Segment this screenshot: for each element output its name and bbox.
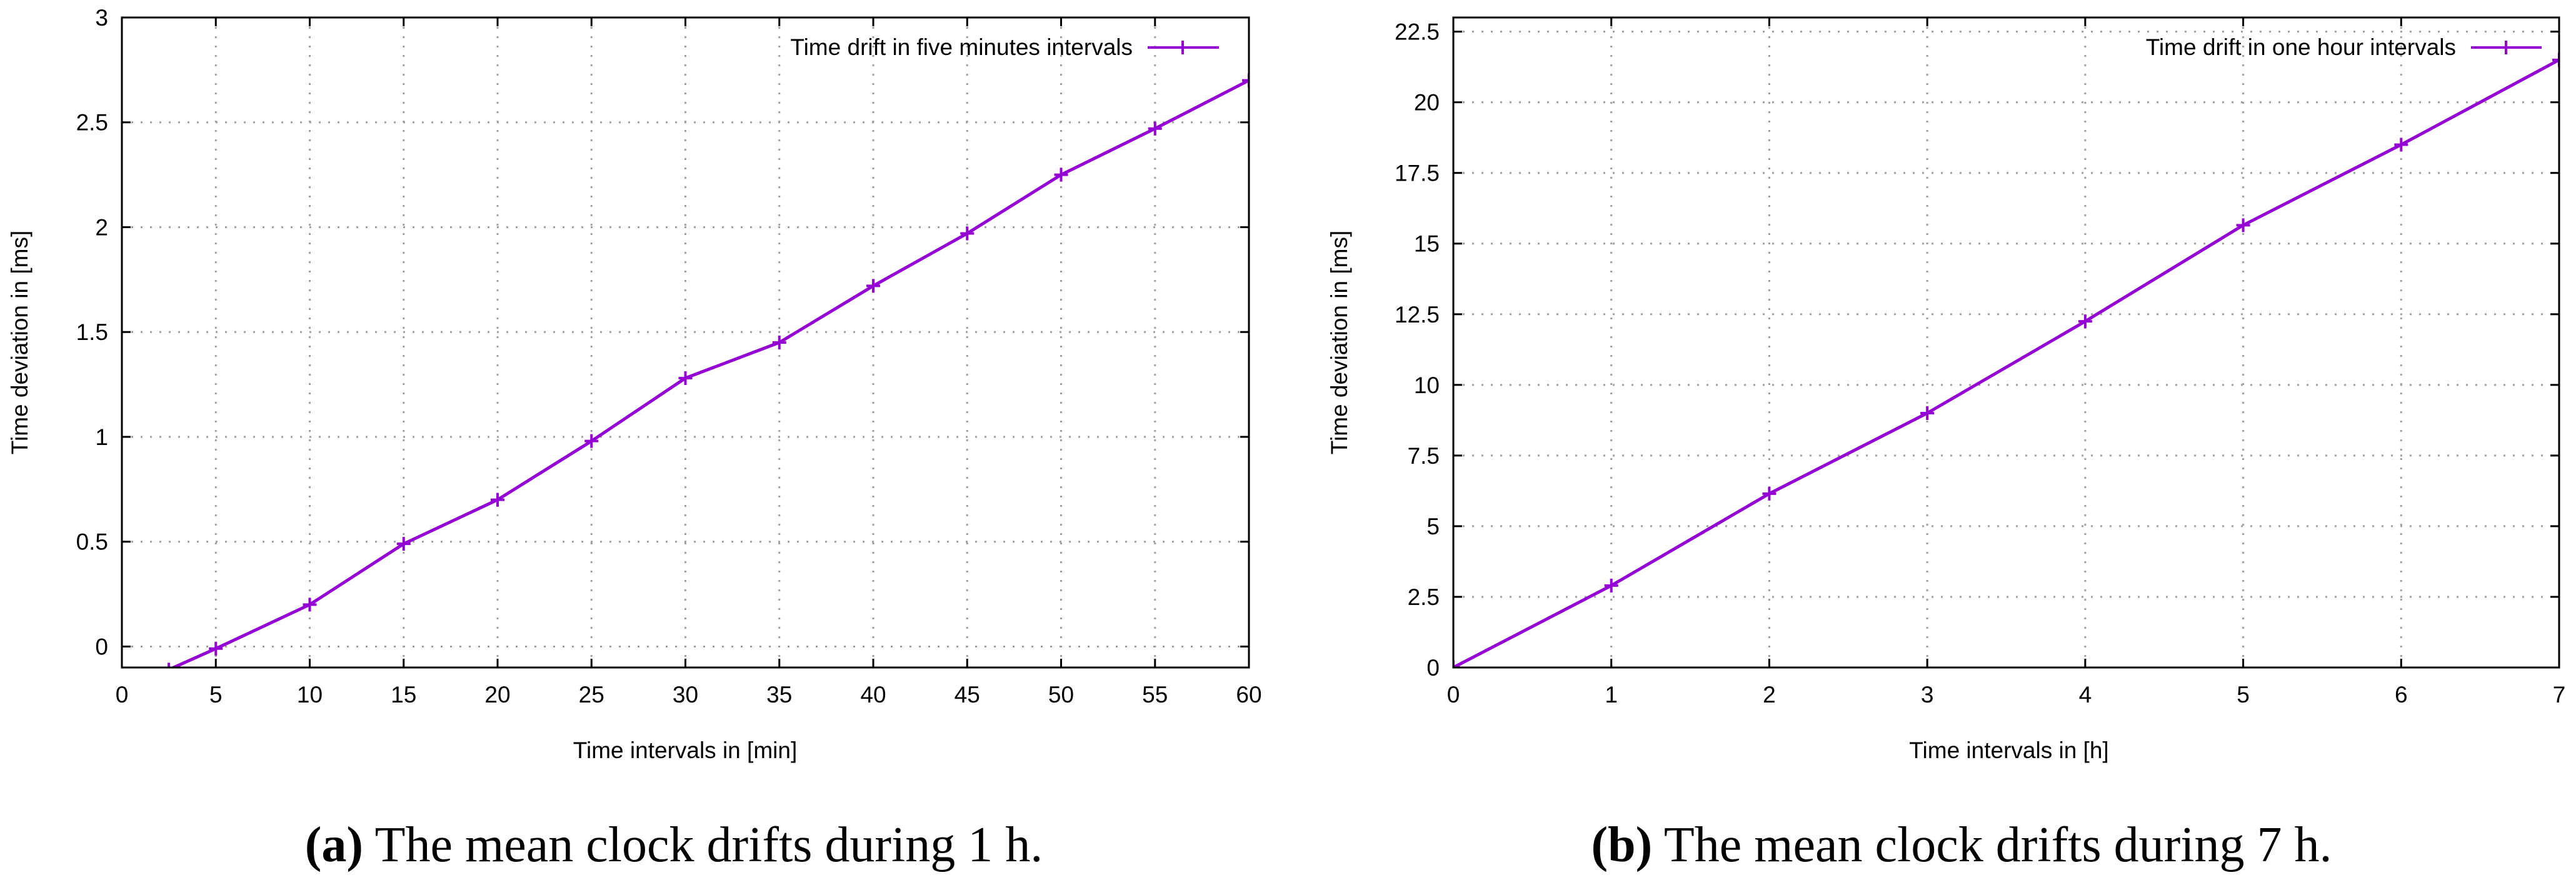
chart-a-caption: (a) The mean clock drifts during 1 h. — [305, 818, 1043, 872]
chart-a-x-tick-label: 30 — [673, 682, 698, 708]
chart-b-data-point — [2552, 52, 2559, 67]
chart-a-series — [168, 73, 1249, 668]
chart-a-x-tick-label: 45 — [955, 682, 980, 708]
chart-b-plot-frame — [1452, 16, 2560, 669]
chart-a-data-point — [584, 434, 599, 448]
chart-a: 0 5 10 15 20 25 30 35 40 45 50 55 60 0 0.5 1 1.5 2 2.5 3 Ti… — [7, 5, 1262, 872]
chart-a-data-point — [866, 279, 880, 293]
chart-b-xlabel: Time intervals in [h] — [1909, 738, 2108, 763]
chart-a-data-point — [772, 336, 786, 349]
chart-a-data-point — [678, 371, 693, 386]
chart-a-caption-text: The mean clock drifts during 1 h. — [363, 818, 1043, 872]
chart-b-legend-marker — [2499, 41, 2513, 54]
chart-a-ylabel: Time deviation in [ms] — [7, 231, 33, 454]
chart-b-data-point — [2394, 138, 2408, 152]
chart-a-x-tick-label: 20 — [484, 682, 510, 708]
chart-a-legend-label: Time drift in five minutes intervals — [790, 34, 1133, 60]
chart-b-data-point — [1920, 406, 1935, 421]
chart-b-y-tick-label: 7.5 — [1408, 443, 1440, 469]
chart-b-y-tick-label: 12.5 — [1395, 302, 1440, 328]
chart-b-data-point — [1762, 486, 1777, 501]
chart-a-y-tick-label: 2 — [95, 214, 108, 240]
chart-b-y-tick-label: 20 — [1414, 90, 1440, 116]
chart-a-y-tick-label: 0.5 — [76, 529, 108, 555]
chart-b-data-point — [2236, 218, 2250, 232]
chart-b-ticks: 0 1 2 3 4 5 6 7 0 2.5 5 7.5 10 12.5 15 17.5 20 22.5 — [1395, 18, 2565, 708]
chart-b-data — [1453, 52, 2559, 668]
chart-a-legend-marker — [1176, 41, 1190, 54]
chart-a-x-tick-label: 40 — [860, 682, 886, 708]
chart-b-ylabel: Time deviation in [ms] — [1326, 231, 1352, 454]
chart-a-plot-frame — [121, 16, 1250, 669]
chart-a-y-tick-label: 2.5 — [76, 110, 108, 136]
chart-b-caption: (b) The mean clock drifts during 7 h. — [1591, 818, 2332, 872]
chart-a-y-tick-label: 3 — [95, 5, 108, 31]
chart-b-series-line — [1453, 58, 2559, 668]
chart-a-data-point — [209, 641, 223, 656]
chart-a-data-point — [303, 598, 317, 612]
chart-b-grid — [1452, 18, 2560, 669]
chart-b-y-tick-label: 10 — [1414, 372, 1440, 398]
chart-a-x-tick-label: 60 — [1236, 682, 1261, 708]
chart-a-y-tick-label: 1 — [95, 424, 108, 450]
chart-a-x-tick-label: 25 — [579, 682, 604, 708]
chart-b: 0 1 2 3 4 5 6 7 0 2.5 5 7.5 10 12.5 15 17.5 20 22.5 Time … — [1326, 16, 2565, 872]
chart-a-y-tick-label: 1.5 — [76, 319, 108, 345]
chart-b-x-tick-label: 4 — [2079, 682, 2092, 708]
chart-a-series-line — [169, 79, 1249, 668]
chart-a-x-tick-label: 35 — [766, 682, 792, 708]
chart-a-grid — [121, 16, 1250, 668]
chart-b-caption-letter: (b) — [1591, 818, 1653, 872]
chart-b-x-tick-label: 0 — [1447, 682, 1460, 708]
chart-a-y-tick-label: 0 — [95, 634, 108, 659]
chart-a-x-tick-label: 10 — [297, 682, 323, 708]
chart-a-data-point — [491, 492, 504, 507]
chart-a-data — [168, 73, 1249, 668]
chart-a-data-point — [1148, 121, 1162, 136]
chart-b-x-tick-label: 3 — [1921, 682, 1934, 708]
chart-b-data-point — [1604, 578, 1618, 592]
chart-a-data-point — [1054, 168, 1068, 182]
chart-b-y-tick-label: 5 — [1426, 514, 1440, 539]
chart-a-data-point — [1242, 73, 1249, 88]
chart-a-data-point — [168, 662, 171, 668]
chart-b-y-tick-label: 22.5 — [1395, 19, 1440, 45]
chart-a-legend: Time drift in five minutes intervals — [790, 34, 1219, 60]
chart-b-y-tick-label: 17.5 — [1395, 161, 1440, 186]
chart-b-y-tick-label: 15 — [1414, 231, 1440, 257]
chart-b-x-tick-label: 5 — [2237, 682, 2250, 708]
chart-b-data-point — [2078, 314, 2092, 329]
chart-a-caption-letter: (a) — [305, 818, 363, 872]
chart-b-x-tick-label: 2 — [1763, 682, 1776, 708]
chart-b-x-tick-label: 1 — [1605, 682, 1618, 708]
chart-a-data-point — [396, 537, 411, 551]
chart-a-x-tick-label: 0 — [116, 682, 129, 708]
chart-a-x-tick-label: 15 — [391, 682, 416, 708]
chart-b-x-tick-label: 6 — [2395, 682, 2408, 708]
chart-b-legend-label: Time drift in one hour intervals — [2146, 34, 2456, 60]
chart-a-x-tick-label: 55 — [1142, 682, 1168, 708]
chart-b-series — [1453, 52, 2559, 668]
chart-b-y-tick-label: 0 — [1426, 655, 1440, 681]
chart-a-x-tick-label: 5 — [209, 682, 223, 708]
chart-b-caption-text: The mean clock drifts during 7 h. — [1652, 818, 2332, 872]
chart-a-data-point — [960, 226, 975, 241]
chart-b-y-tick-label: 2.5 — [1408, 584, 1440, 610]
chart-a-xlabel: Time intervals in [min] — [573, 738, 797, 763]
chart-b-legend: Time drift in one hour intervals — [2146, 34, 2542, 60]
chart-a-x-tick-label: 50 — [1048, 682, 1074, 708]
chart-b-x-tick-label: 7 — [2553, 682, 2566, 708]
chart-a-ticks: 0 5 10 15 20 25 30 35 40 45 50 55 60 0 0.5 1 1.5 2 2.5 3 — [76, 5, 1262, 708]
